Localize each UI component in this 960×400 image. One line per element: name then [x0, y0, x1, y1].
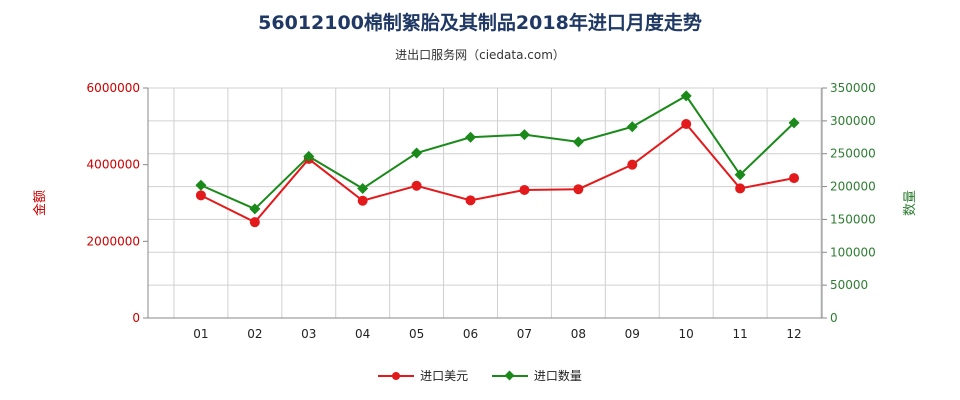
- x-tick-label: 12: [786, 327, 801, 341]
- right-tick-label: 100000: [830, 245, 876, 259]
- legend-label-quantity: 进口数量: [533, 369, 582, 383]
- data-point-amount: [735, 183, 746, 194]
- data-point-quantity: [195, 179, 207, 191]
- data-point-quantity: [626, 121, 638, 133]
- chart-title: 56012100棉制絮胎及其制品2018年进口月度走势: [258, 12, 702, 34]
- right-tick-label: 300000: [830, 114, 876, 128]
- data-point-amount: [573, 184, 584, 195]
- data-point-quantity: [357, 183, 369, 195]
- data-point-amount: [465, 195, 476, 206]
- chart-subtitle: 进出口服务网（ciedata.com）: [395, 48, 565, 62]
- data-point-quantity: [249, 203, 261, 215]
- data-point-quantity: [788, 117, 800, 129]
- left-tick-label: 6000000: [87, 81, 140, 95]
- x-tick-label: 11: [732, 327, 747, 341]
- legend-label-amount: 进口美元: [420, 369, 469, 383]
- right-tick-label: 350000: [830, 81, 876, 95]
- data-point-amount: [627, 159, 638, 170]
- series-line-1: [200, 94, 795, 211]
- data-point-quantity: [465, 131, 477, 143]
- x-tick-label: 10: [679, 327, 694, 341]
- x-tick-label: 07: [517, 327, 532, 341]
- left-tick-label: 2000000: [87, 234, 140, 248]
- data-point-amount: [519, 184, 530, 195]
- data-point-quantity: [411, 147, 423, 159]
- legend-swatch-amount: [378, 371, 415, 381]
- data-point-quantity: [572, 136, 584, 148]
- axis-layer: 0 2000000 4000000 6000000 0 50000 100000 150000…: [32, 81, 918, 341]
- right-axis-title: 数量: [903, 190, 918, 216]
- x-tick-label: 09: [625, 327, 640, 341]
- right-tick-label: 150000: [830, 212, 876, 226]
- x-tick-label: 01: [193, 327, 208, 341]
- data-point-amount: [195, 190, 206, 201]
- left-tick-label: 4000000: [87, 158, 140, 172]
- legend-swatch-quantity: [491, 370, 528, 381]
- x-tick-label: 06: [463, 327, 478, 341]
- x-tick-label: 08: [571, 327, 586, 341]
- right-tick-label: 50000: [830, 278, 868, 292]
- grid-layer: [148, 87, 822, 319]
- x-tick-label: 03: [301, 327, 316, 341]
- data-point-amount: [249, 217, 260, 228]
- left-axis-title: 金额: [32, 190, 48, 216]
- data-point-quantity: [734, 169, 746, 181]
- data-point-amount: [411, 180, 422, 191]
- left-tick-label: 0: [132, 311, 140, 325]
- x-tick-label: 04: [355, 327, 370, 341]
- right-tick-label: 200000: [830, 180, 876, 194]
- right-tick-label: 250000: [830, 147, 876, 161]
- right-tick-label: 0: [830, 311, 838, 325]
- x-tick-label: 02: [247, 327, 262, 341]
- series-layer: [195, 90, 800, 228]
- series-line-0: [200, 122, 795, 224]
- data-point-amount: [789, 173, 800, 184]
- legend-item-quantity[interactable]: 进口数量: [491, 367, 582, 384]
- x-tick-label: 05: [409, 327, 424, 341]
- legend: 进口美元 进口数量: [0, 367, 960, 384]
- data-point-quantity: [680, 90, 692, 102]
- data-point-quantity: [518, 129, 530, 141]
- data-point-amount: [681, 119, 692, 130]
- data-point-quantity: [303, 150, 315, 162]
- legend-item-amount[interactable]: 进口美元: [378, 367, 468, 384]
- data-point-amount: [357, 195, 368, 206]
